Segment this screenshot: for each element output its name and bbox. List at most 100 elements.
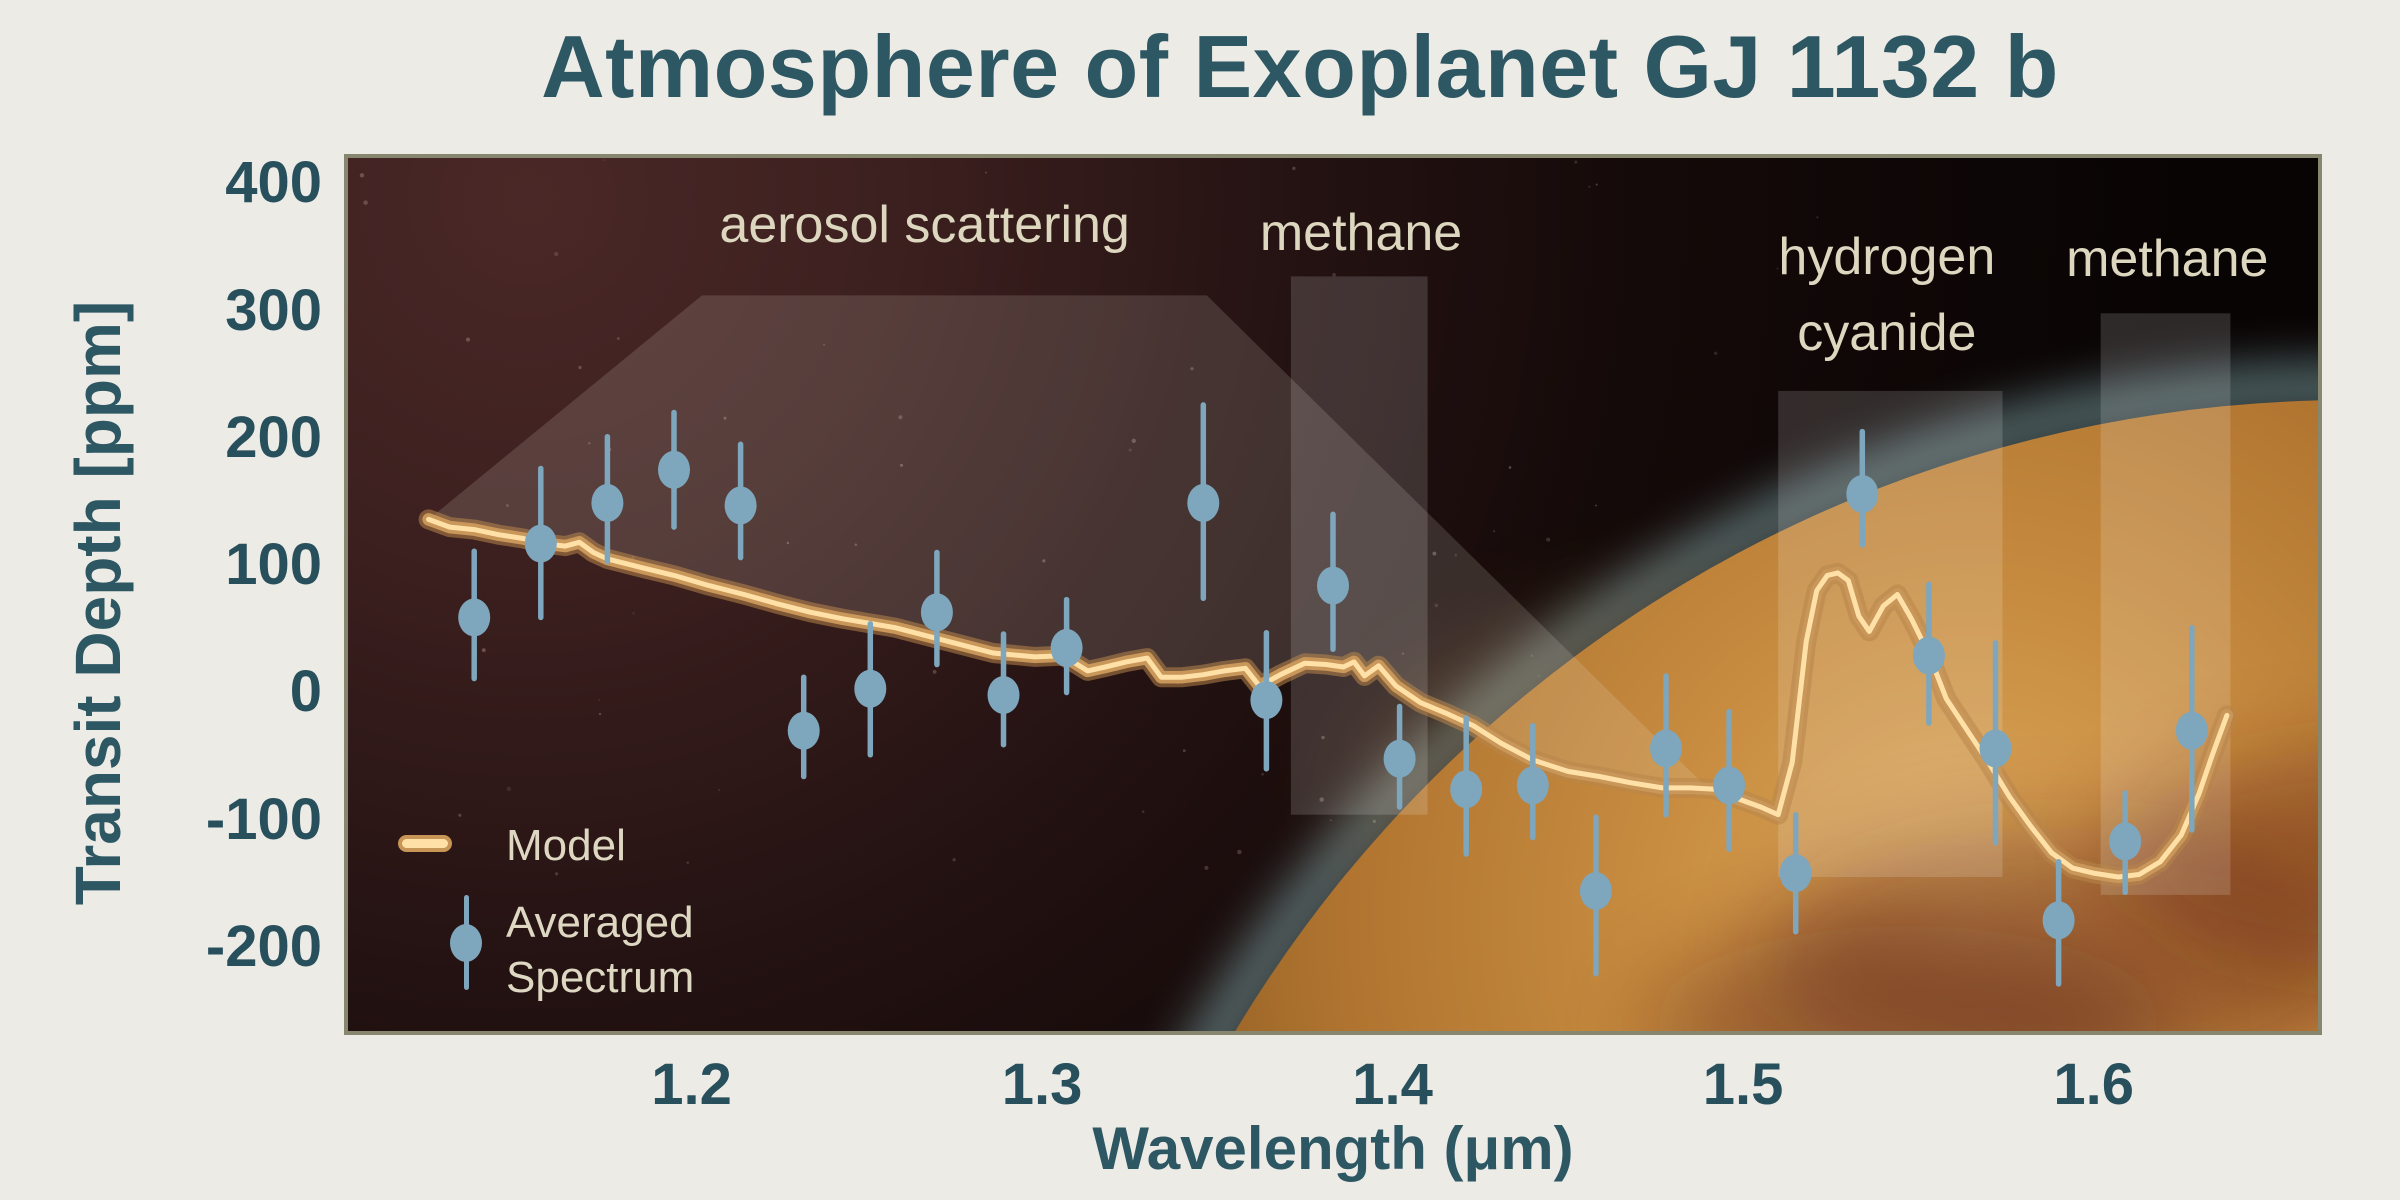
spectrum-point [658, 409, 690, 530]
star-speckle [786, 541, 790, 545]
star-speckle [1493, 530, 1496, 533]
x-axis-label: Wavelength (μm) [1092, 1115, 1574, 1182]
spectrum-point [1250, 629, 1283, 772]
star-speckle [1595, 183, 1598, 186]
star-speckle [1141, 810, 1145, 813]
star-speckle [898, 415, 903, 420]
x-tick-1.4: 1.4 [1352, 1052, 1433, 1117]
star-speckle [1432, 551, 1437, 556]
spectrum-point [1579, 814, 1612, 977]
spectrum-point [1317, 511, 1349, 652]
star-speckle [632, 611, 635, 615]
averaged-spectrum-points [458, 402, 2208, 987]
spectrum-point [1187, 402, 1220, 602]
spectrum-point [1713, 708, 1746, 852]
spectrum-point [1650, 673, 1682, 818]
spectrum-point [1912, 581, 1945, 726]
legend-spectrum-label: Averaged Spectrum [506, 898, 695, 1002]
star-speckle [854, 543, 858, 546]
spectrum-point [1516, 722, 1549, 841]
star-speckle [1237, 849, 1242, 855]
y-tick-100: 100 [225, 532, 322, 598]
star-speckle [1332, 273, 1336, 277]
spectrum-point [591, 433, 624, 565]
x-tick-1.5: 1.5 [1702, 1052, 1784, 1117]
star-speckle [1321, 735, 1325, 740]
star-speckle [616, 337, 620, 340]
star-speckle [506, 786, 512, 792]
star-speckle [554, 251, 559, 257]
y-tick--100: -100 [205, 786, 322, 852]
star-speckle [932, 669, 937, 674]
star-speckle [1588, 185, 1591, 188]
spectrum-point [524, 465, 557, 621]
star-speckle [1816, 216, 1819, 219]
spectrum-point [2109, 790, 2142, 896]
y-tick-200: 200 [225, 404, 322, 470]
annotation-aerosol-scattering: aerosol scattering [719, 196, 1130, 255]
spectrum-point [854, 621, 887, 758]
star-speckle [1714, 351, 1718, 355]
spectrum-point [724, 441, 757, 561]
y-tick-300: 300 [225, 277, 322, 343]
star-speckle [1434, 603, 1438, 608]
star-speckle [555, 872, 559, 876]
molecule-band-methane [2100, 313, 2231, 895]
spectrum-point [1383, 703, 1416, 810]
star-speckle [1594, 504, 1597, 507]
x-tick-1.2: 1.2 [651, 1052, 732, 1117]
legend-model-label: Model [506, 821, 626, 870]
annotation-hydrogen-cyanide: hydrogen cyanide [1778, 228, 1996, 363]
y-tick-400: 400 [225, 150, 322, 216]
star-speckle [1261, 772, 1264, 776]
spectrum-point [787, 674, 820, 780]
x-tick-1.6: 1.6 [2053, 1052, 2134, 1117]
star-speckle [1128, 448, 1132, 452]
model-line [418, 509, 2237, 887]
star-speckle [481, 648, 486, 652]
star-speckle [1508, 466, 1512, 469]
molecule-band-methane [1290, 276, 1428, 815]
star-speckle [588, 442, 591, 445]
star-speckle [1574, 160, 1578, 164]
spectrum-point [2175, 624, 2208, 833]
x-tick-1.3: 1.3 [1001, 1052, 1083, 1117]
spectrum-point [1846, 428, 1879, 548]
star-speckle [603, 159, 606, 162]
star-speckle [598, 698, 601, 701]
molecule-bands [1290, 276, 2231, 895]
y-tick--200: -200 [205, 914, 322, 979]
annotation-methane-2: methane [2066, 229, 2269, 288]
star-speckle [723, 416, 727, 420]
model-line-swatch [398, 835, 452, 852]
star-speckle [1546, 537, 1551, 542]
star-speckle [1042, 559, 1046, 563]
star-speckle [1182, 749, 1186, 753]
star-speckle [900, 463, 903, 467]
star-speckle [1454, 553, 1458, 557]
spectrum-point [458, 548, 491, 682]
star-speckle [506, 504, 509, 507]
star-speckle [1776, 267, 1779, 270]
spectrum-point [1050, 596, 1083, 696]
star-speckle [578, 365, 582, 370]
star-speckle [1204, 865, 1209, 870]
star-speckle [1329, 819, 1332, 822]
star-speckle [1319, 797, 1324, 802]
star-speckle [823, 344, 825, 346]
spectrum-point [920, 549, 953, 668]
star-speckle [686, 861, 690, 864]
y-axis-tick-labels: 400 300 200 100 0 -100 -200 [0, 153, 322, 1031]
legend: Model Averaged Spectrum [398, 821, 818, 1031]
x-axis-tick-labels: 1.2 1.3 1.4 1.5 1.6 [348, 1050, 2318, 1130]
star-speckle [1131, 438, 1136, 443]
spectrum-point [987, 631, 1020, 748]
star-speckle [718, 788, 721, 792]
page-title: Atmosphere of Exoplanet GJ 1132 b [541, 17, 2059, 116]
star-speckle [458, 813, 462, 817]
spectrum-point [2042, 858, 2075, 987]
spectrum-point-swatch [450, 924, 482, 962]
chart-canvas [348, 158, 2318, 1031]
star-speckle [598, 712, 602, 716]
star-speckle [1401, 652, 1405, 655]
